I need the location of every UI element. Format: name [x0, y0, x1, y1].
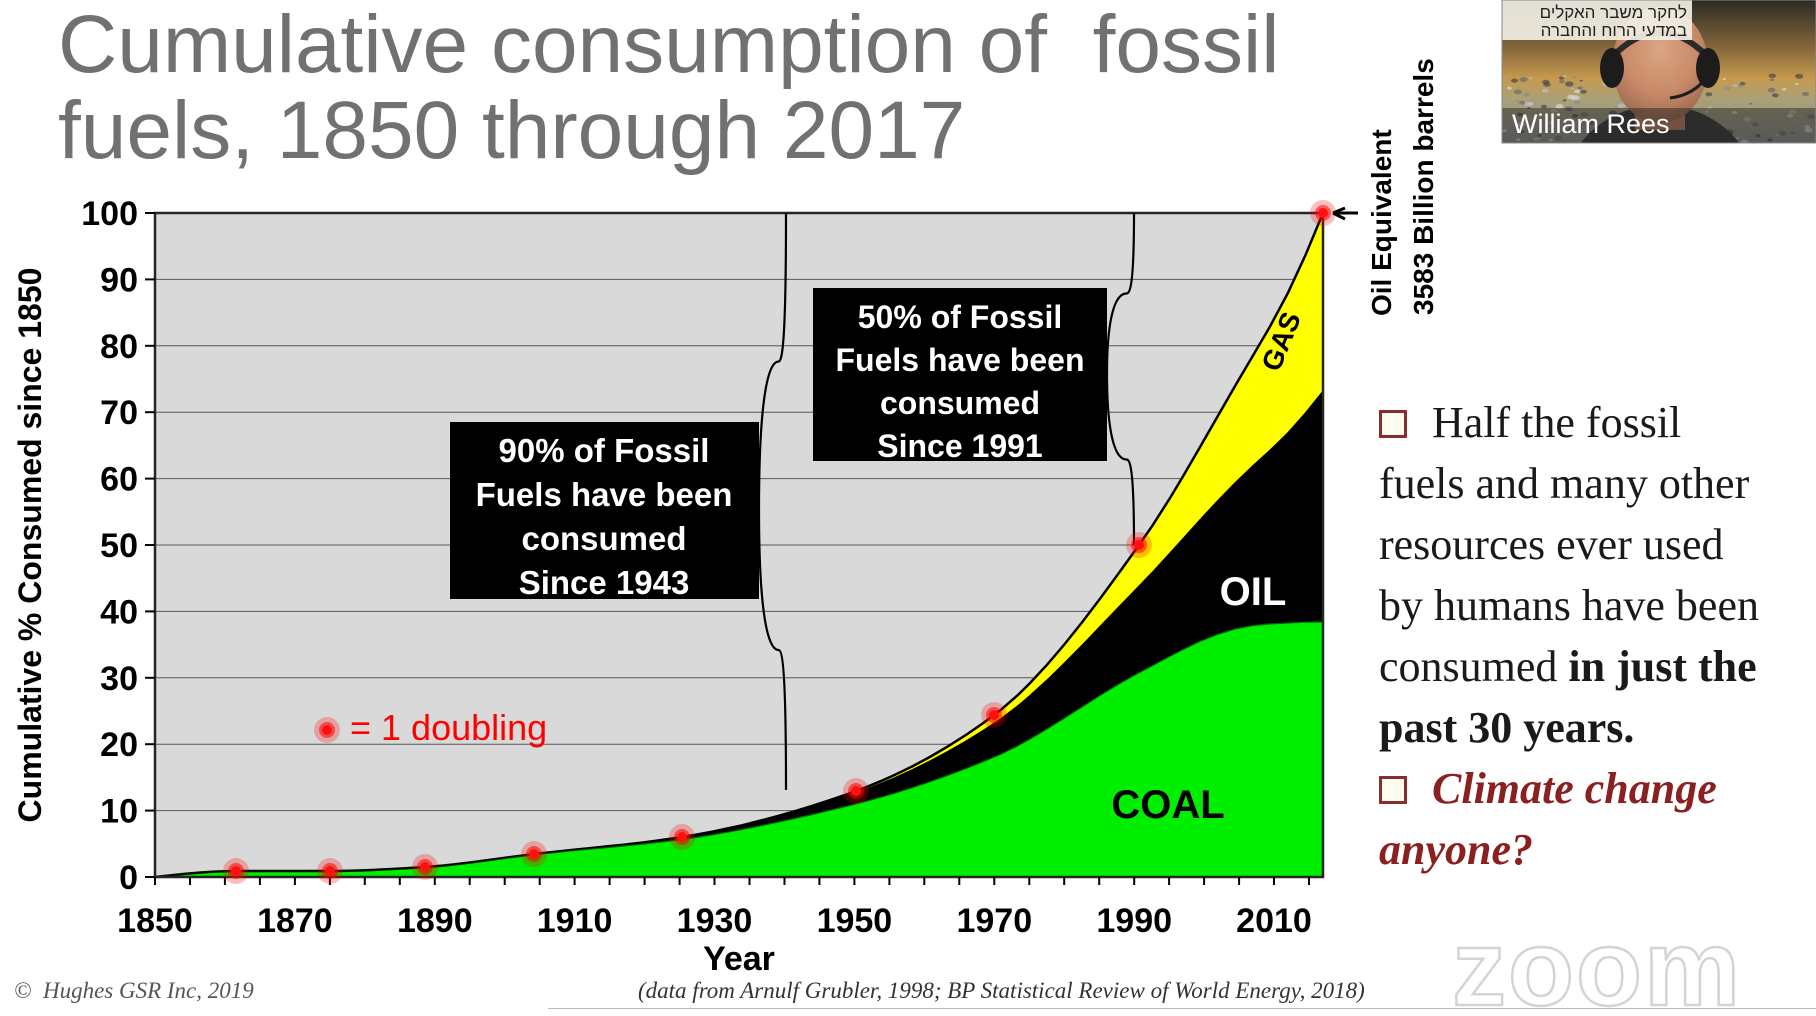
svg-text:William Rees: William Rees — [1512, 109, 1670, 139]
svg-text:לחקר משבר האקלים: לחקר משבר האקלים — [1540, 3, 1687, 22]
svg-text:במדעי הרוח והחברה: במדעי הרוח והחברה — [1541, 21, 1687, 40]
